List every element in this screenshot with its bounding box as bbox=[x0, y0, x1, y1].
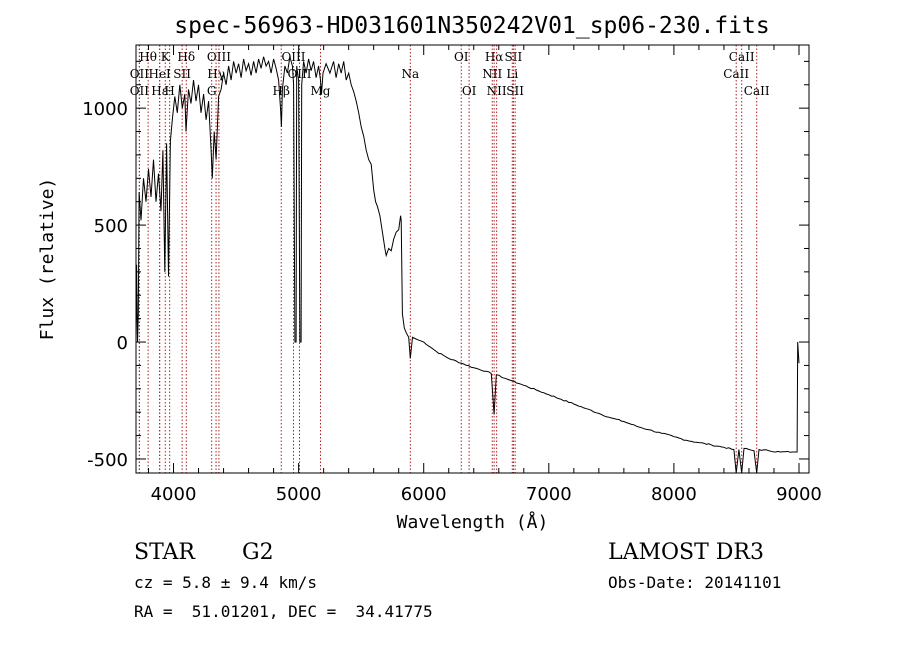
x-tick-label: 9000 bbox=[776, 484, 822, 505]
marker-label: OI bbox=[454, 50, 469, 64]
marker-label: Hα bbox=[485, 50, 504, 64]
observation-date: Obs-Date: 20141101 bbox=[608, 573, 782, 592]
survey-name: LAMOST DR3 bbox=[608, 540, 764, 565]
chart-title: spec-56963-HD031601N350242V01_sp06-230.f… bbox=[174, 13, 769, 39]
marker-label: Hθ bbox=[139, 50, 157, 64]
marker-label: G bbox=[207, 84, 217, 98]
object-subclass: G2 bbox=[242, 540, 274, 565]
x-tick-label: 8000 bbox=[651, 484, 697, 505]
marker-label: Li bbox=[506, 67, 518, 81]
plot-frame bbox=[135, 44, 810, 474]
marker-label: OI bbox=[462, 84, 477, 98]
marker-label: NII bbox=[482, 67, 502, 81]
marker-label: Na bbox=[402, 67, 420, 81]
marker-label: OIII bbox=[287, 67, 311, 81]
y-axis-label: Flux (relative) bbox=[37, 178, 58, 341]
marker-label: Mg bbox=[311, 84, 331, 98]
x-tick-label: 6000 bbox=[401, 484, 447, 505]
marker-label: Hδ bbox=[177, 50, 195, 64]
marker-label: K bbox=[161, 50, 171, 64]
x-tick-label: 5000 bbox=[276, 484, 322, 505]
marker-label: Hβ bbox=[273, 84, 290, 98]
object-class: STAR bbox=[134, 540, 195, 565]
y-tick-label: 1000 bbox=[82, 99, 128, 120]
x-tick-label: 7000 bbox=[526, 484, 572, 505]
axis-ticks: 4000 5000 6000 7000 8000 9000 -500 0 500 1000 bbox=[82, 45, 822, 505]
marker-label: SII bbox=[505, 50, 523, 64]
marker-label: CaII bbox=[729, 50, 755, 64]
x-tick-label: 4000 bbox=[151, 484, 197, 505]
marker-label: SII bbox=[173, 67, 191, 81]
y-tick-label: 500 bbox=[94, 216, 128, 237]
spectrum-line bbox=[135, 56, 800, 474]
marker-label: OIII bbox=[207, 50, 231, 64]
x-axis-label: Wavelength (Å) bbox=[397, 511, 549, 533]
coordinates-text: RA = 51.01201, DEC = 34.41775 bbox=[134, 602, 433, 621]
marker-label: CaII bbox=[723, 67, 749, 81]
marker-label: H bbox=[164, 84, 174, 98]
marker-label: NII bbox=[487, 84, 507, 98]
marker-label: OIII bbox=[281, 50, 305, 64]
marker-label: OII bbox=[130, 84, 150, 98]
marker-label: SII bbox=[506, 84, 524, 98]
redshift-text: cz = 5.8 ± 9.4 km/s bbox=[134, 573, 318, 592]
y-tick-label: 0 bbox=[117, 333, 128, 354]
y-tick-label: -500 bbox=[87, 450, 128, 471]
marker-label: CaII bbox=[744, 84, 770, 98]
marker-label: Hε bbox=[151, 84, 168, 98]
